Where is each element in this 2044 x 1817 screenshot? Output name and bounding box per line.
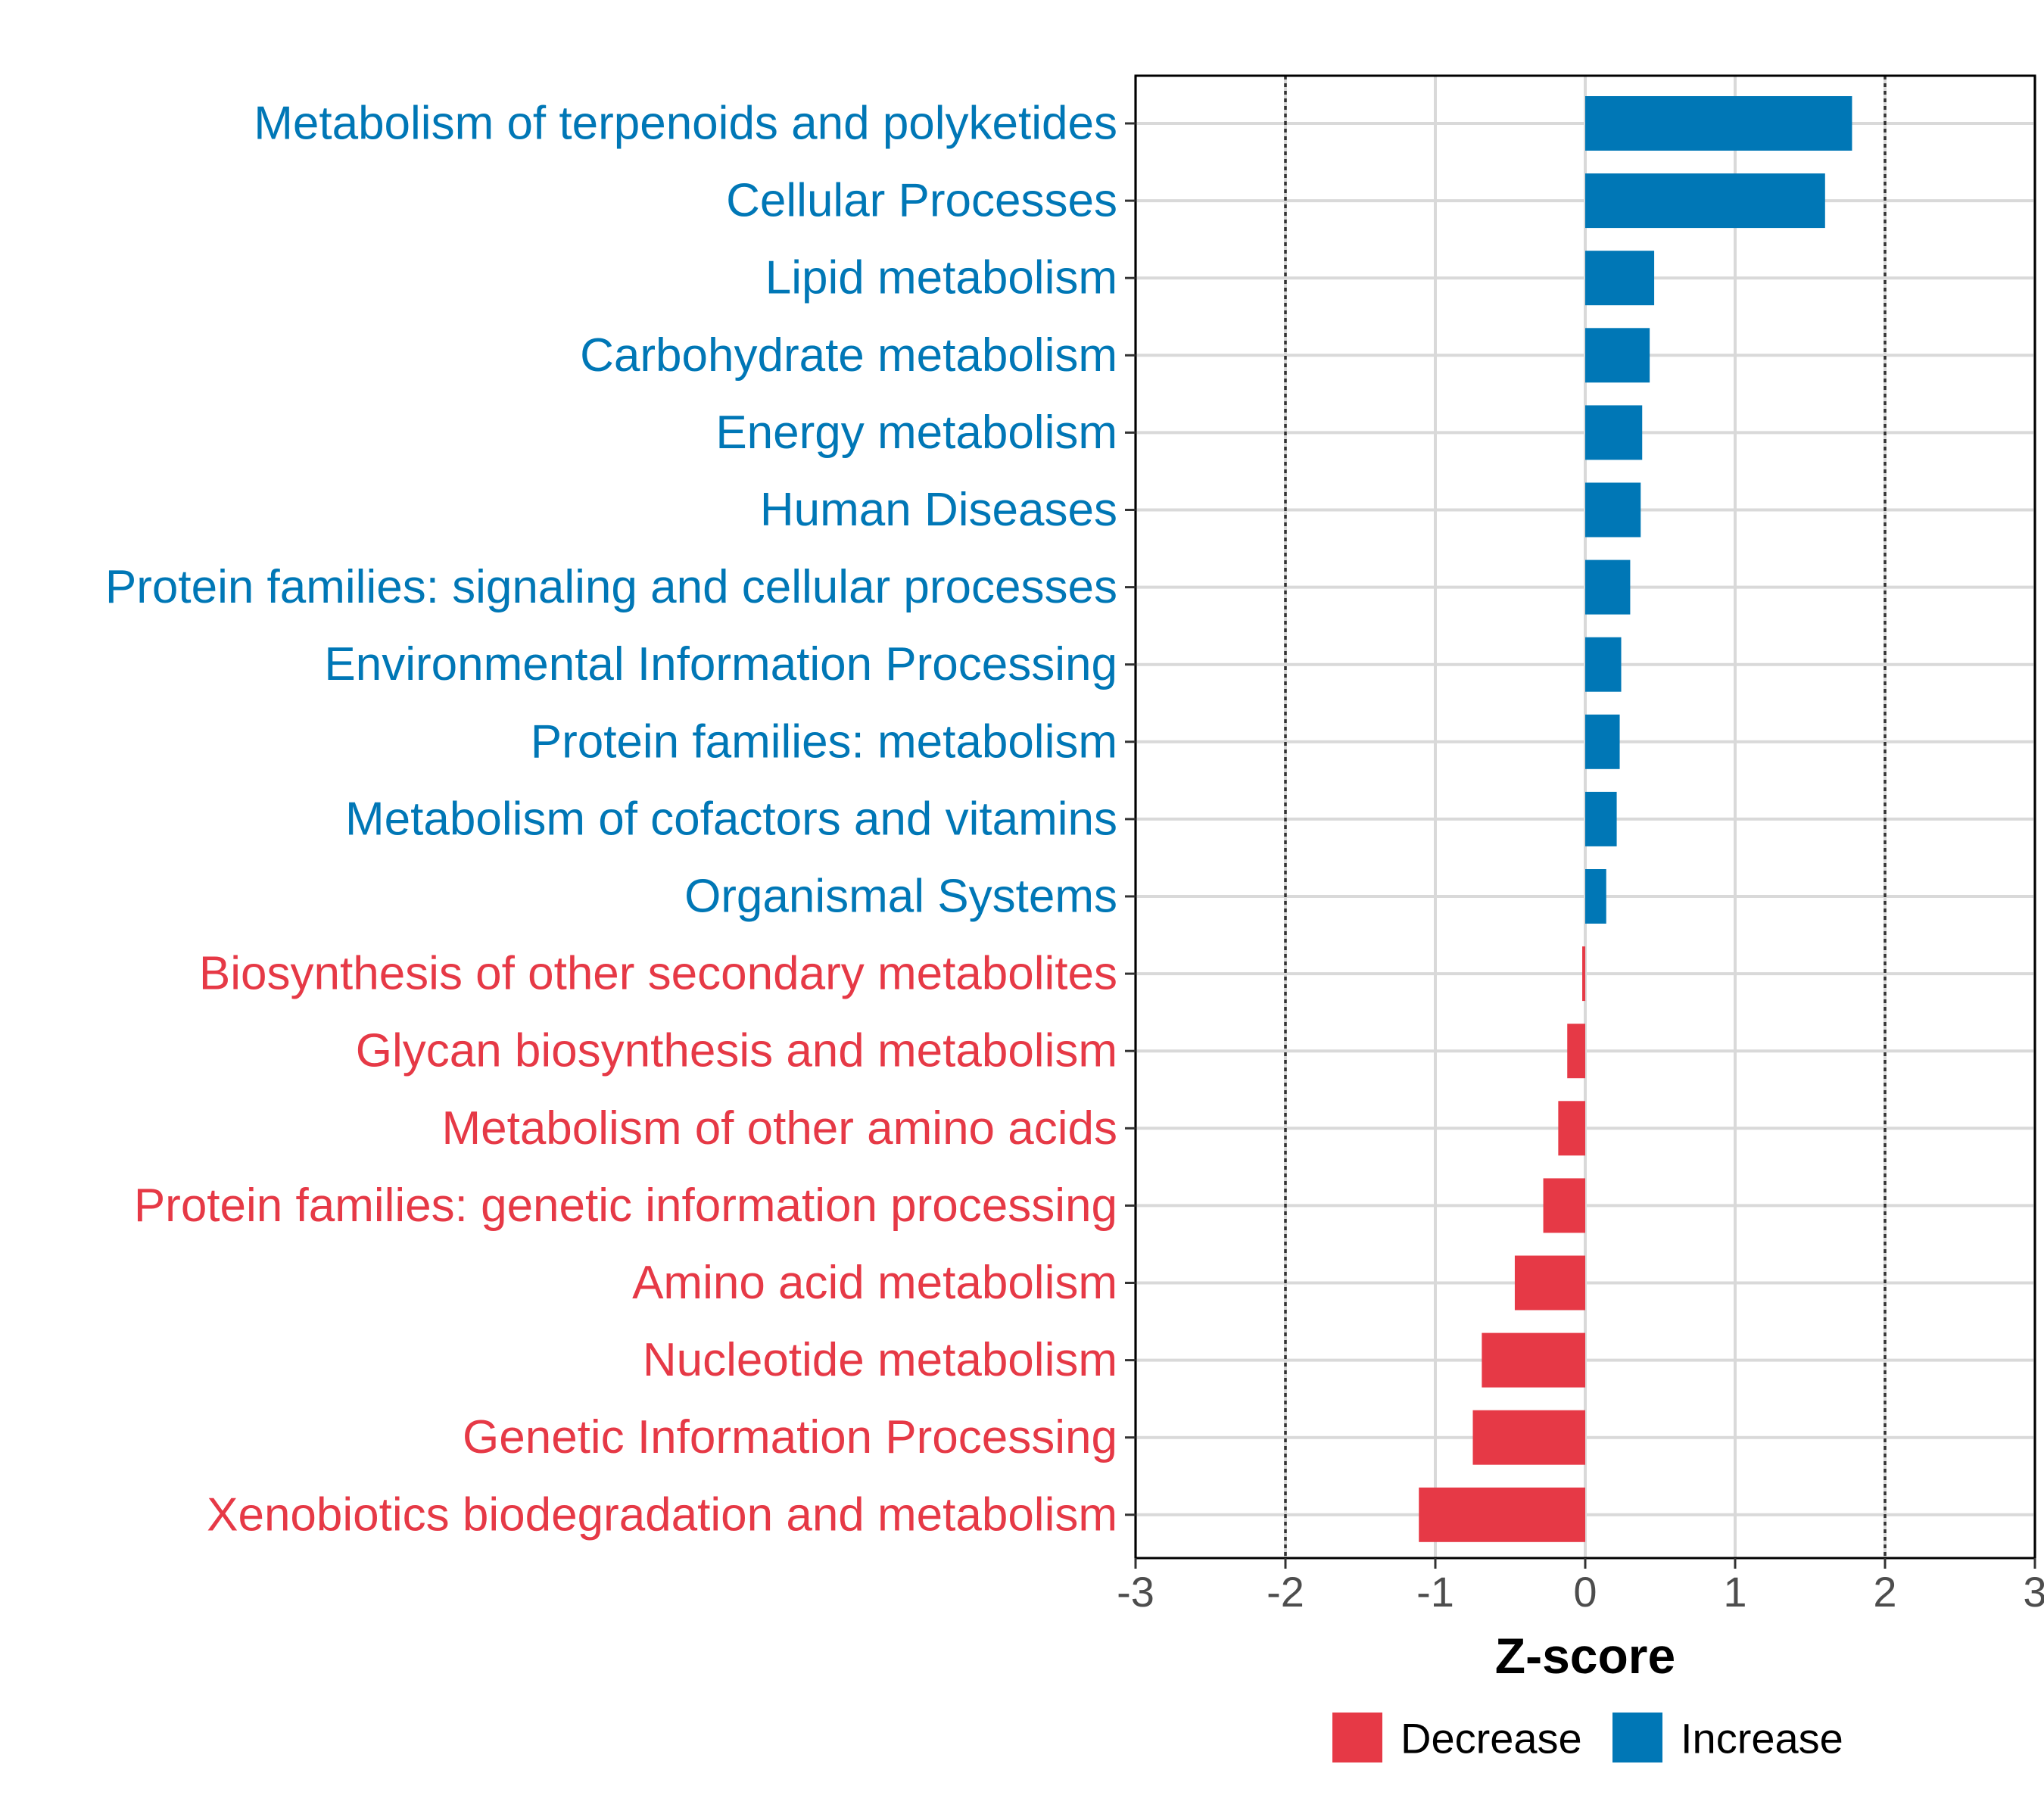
bar (1419, 1487, 1585, 1542)
category-labels: Metabolism of terpenoids and polyketides… (105, 98, 1117, 1541)
legend: Decrease Increase (1332, 1713, 1843, 1762)
category-label: Protein families: signaling and cellular… (105, 561, 1117, 613)
bar (1582, 946, 1586, 1002)
bars (1419, 96, 1852, 1542)
category-label: Environmental Information Processing (324, 638, 1117, 690)
bar (1585, 251, 1655, 306)
category-label: Genetic Information Processing (463, 1411, 1117, 1463)
category-label: Cellular Processes (726, 175, 1117, 227)
y-axis-ticks (1125, 122, 1136, 1516)
x-tick-label: -3 (1117, 1568, 1154, 1616)
category-label: Glycan biosynthesis and metabolism (356, 1025, 1117, 1077)
bar (1585, 559, 1631, 615)
x-tick-label: 3 (2023, 1568, 2044, 1616)
bar (1514, 1255, 1585, 1311)
category-label: Protein families: genetic information pr… (134, 1180, 1117, 1232)
bar (1585, 405, 1643, 460)
x-axis-ticks: -3 -2 -1 0 1 2 3 (1117, 1558, 2044, 1616)
category-label: Biosynthesis of other secondary metaboli… (199, 948, 1117, 1000)
bar (1585, 869, 1606, 924)
category-label: Metabolism of terpenoids and polyketides (254, 98, 1117, 150)
bar (1585, 637, 1622, 692)
bar (1585, 96, 1852, 151)
legend-label: Increase (1681, 1715, 1843, 1762)
category-label: Amino acid metabolism (632, 1257, 1117, 1309)
x-tick-label: 0 (1573, 1568, 1597, 1616)
reference-lines (1284, 76, 1887, 1558)
bar (1543, 1178, 1585, 1233)
category-label: Nucleotide metabolism (643, 1334, 1117, 1386)
x-tick-label: -1 (1416, 1568, 1454, 1616)
x-tick-label: 1 (1723, 1568, 1746, 1616)
bar (1585, 482, 1641, 538)
x-axis-title: Z-score (1495, 1628, 1675, 1684)
category-label: Energy metabolism (715, 407, 1117, 459)
legend-label: Decrease (1401, 1715, 1582, 1762)
category-label: Carbohydrate metabolism (580, 329, 1117, 382)
category-label: Lipid metabolism (765, 252, 1117, 304)
category-label: Xenobiotics biodegradation and metabolis… (207, 1488, 1117, 1541)
category-label: Organismal Systems (684, 871, 1117, 923)
bar (1482, 1332, 1585, 1388)
category-label: Protein families: metabolism (531, 715, 1117, 768)
bar (1585, 791, 1617, 846)
category-label: Metabolism of cofactors and vitamins (345, 793, 1117, 845)
legend-swatch (1332, 1713, 1382, 1762)
category-label: Human Diseases (760, 484, 1117, 536)
legend-swatch (1612, 1713, 1662, 1762)
category-label: Metabolism of other amino acids (441, 1102, 1117, 1155)
bar (1585, 714, 1620, 769)
x-tick-label: 2 (1873, 1568, 1896, 1616)
bar (1585, 328, 1650, 383)
bar (1558, 1101, 1585, 1156)
bar (1472, 1410, 1585, 1465)
x-tick-label: -2 (1267, 1568, 1304, 1616)
bar (1567, 1024, 1585, 1079)
bar (1585, 173, 1825, 229)
